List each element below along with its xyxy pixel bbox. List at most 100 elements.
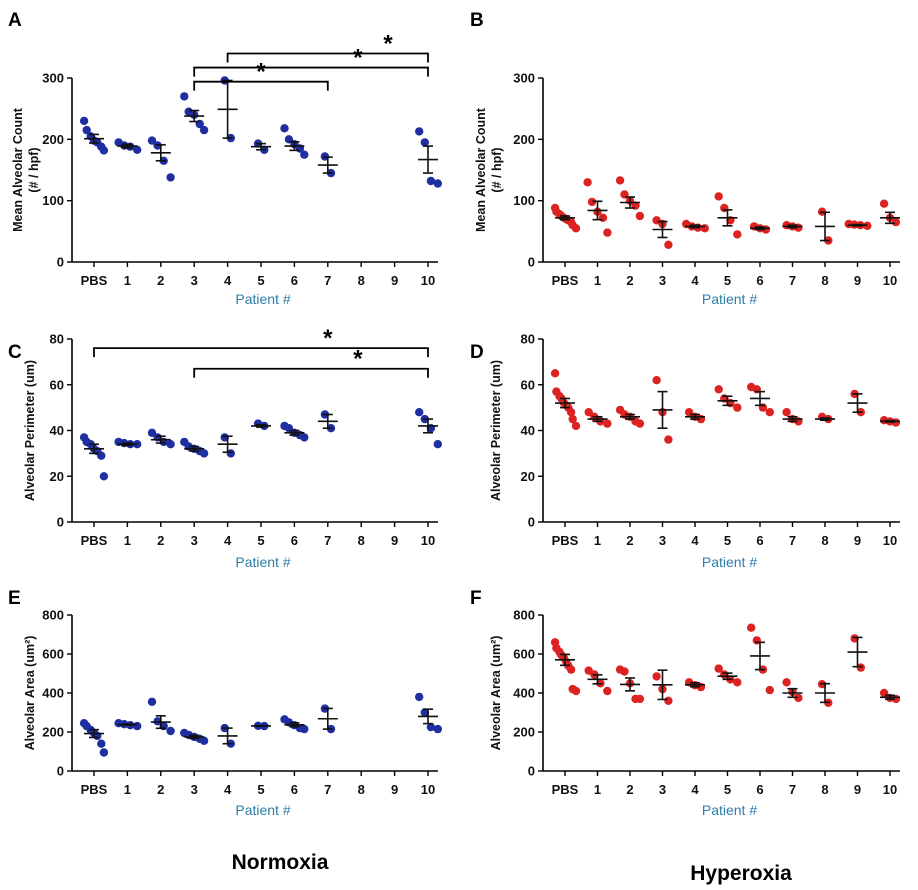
x-tick-label: 3: [659, 273, 666, 288]
y-tick-label: 80: [50, 332, 64, 347]
data-point: [433, 440, 442, 449]
x-tick-label: 9: [391, 273, 398, 288]
data-point: [220, 433, 229, 442]
data-point: [550, 369, 560, 378]
x-tick-label: 6: [756, 273, 763, 288]
data-point: [420, 708, 429, 717]
y-tick-label: 600: [513, 647, 535, 662]
data-point: [635, 694, 645, 704]
data-point: [747, 623, 756, 632]
significance-star: *: [383, 30, 393, 57]
x-tick-label: 9: [391, 782, 398, 797]
x-axis-label: Patient #: [235, 554, 290, 570]
data-point: [300, 433, 309, 442]
data-point: [571, 421, 581, 431]
x-tick-label: PBS: [81, 533, 108, 548]
data-point: [856, 663, 865, 672]
x-tick-label: 10: [421, 533, 435, 548]
y-tick-label: 40: [50, 423, 64, 438]
data-point: [166, 440, 175, 449]
x-tick-label: 8: [358, 533, 365, 548]
condition-label-hyperoxia: Hyperoxia: [690, 862, 792, 885]
x-tick-label: 8: [358, 782, 365, 797]
data-point: [415, 127, 424, 136]
data-point: [879, 199, 889, 208]
data-point: [280, 124, 289, 133]
data-point: [566, 665, 576, 674]
data-point: [199, 449, 209, 458]
data-point: [166, 726, 175, 736]
x-tick-label: 6: [291, 533, 298, 548]
data-point: [635, 211, 645, 221]
x-tick-label: 1: [124, 533, 131, 548]
data-point: [620, 667, 629, 676]
x-tick-label: 6: [291, 782, 298, 797]
y-axis-label: Mean Alveolar Count: [474, 107, 488, 232]
data-point: [615, 176, 625, 185]
x-tick-label: 9: [854, 533, 861, 548]
y-tick-label: 600: [42, 647, 64, 662]
data-point: [99, 748, 109, 757]
data-point: [433, 179, 442, 188]
x-tick-label: 2: [157, 782, 164, 797]
x-tick-label: 6: [291, 273, 298, 288]
data-point: [598, 213, 608, 222]
data-point: [415, 408, 424, 417]
data-point: [733, 230, 742, 239]
x-tick-label: 6: [756, 782, 763, 797]
data-point: [635, 419, 645, 428]
significance-bracket: [193, 367, 429, 378]
y-tick-label: 20: [50, 469, 64, 484]
data-point: [765, 685, 774, 695]
data-point: [782, 408, 791, 417]
data-point: [147, 428, 157, 437]
x-tick-label: 9: [854, 782, 861, 797]
y-tick-label: 80: [521, 332, 535, 347]
data-point: [415, 692, 424, 702]
x-tick-label: PBS: [552, 782, 579, 797]
data-point: [652, 672, 661, 681]
x-tick-label: 5: [257, 782, 264, 797]
data-point: [300, 724, 309, 734]
data-point: [700, 224, 709, 233]
y-tick-label: 0: [57, 764, 64, 779]
data-point: [664, 435, 673, 444]
data-point: [850, 634, 859, 643]
panel-letter: B: [470, 10, 484, 31]
significance-bracket: [226, 52, 429, 63]
panel-letter: C: [8, 342, 22, 363]
x-tick-label: PBS: [552, 533, 579, 548]
x-tick-label: 4: [224, 782, 232, 797]
x-tick-label: 9: [854, 273, 861, 288]
y-tick-label: 20: [521, 469, 535, 484]
data-point: [664, 240, 673, 249]
y-tick-label: 60: [521, 377, 535, 392]
data-point: [733, 403, 742, 412]
data-point: [147, 136, 157, 145]
data-point: [133, 721, 142, 731]
data-point: [664, 696, 673, 705]
x-tick-label: 2: [626, 273, 633, 288]
x-tick-label: 7: [324, 782, 331, 797]
significance-bracket: [193, 66, 429, 77]
data-point: [571, 224, 581, 233]
data-point: [426, 176, 436, 186]
data-point: [82, 125, 91, 135]
data-point: [420, 138, 429, 147]
significance-bracket: [193, 80, 329, 91]
y-tick-label: 60: [50, 377, 64, 392]
x-tick-label: 2: [157, 273, 164, 288]
data-point: [79, 116, 89, 126]
panel-e: E 0 200 400 600 800 PBS 1 2 3 4 5 6 7 8 9 10 Patient # Alv…: [8, 588, 442, 818]
data-point: [99, 472, 109, 481]
data-point: [199, 736, 209, 745]
significance-star: *: [353, 45, 363, 72]
x-tick-label: 5: [724, 533, 731, 548]
y-tick-label: 200: [42, 132, 64, 147]
data-point: [714, 385, 723, 394]
data-point: [180, 92, 189, 101]
x-tick-label: 1: [594, 782, 601, 797]
panel-b: B 0 100 200 300 PBS 1 2 3 4 5 6 7 8 9 10 Patient # Mean A…: [470, 10, 901, 307]
x-tick-label: 7: [324, 273, 331, 288]
